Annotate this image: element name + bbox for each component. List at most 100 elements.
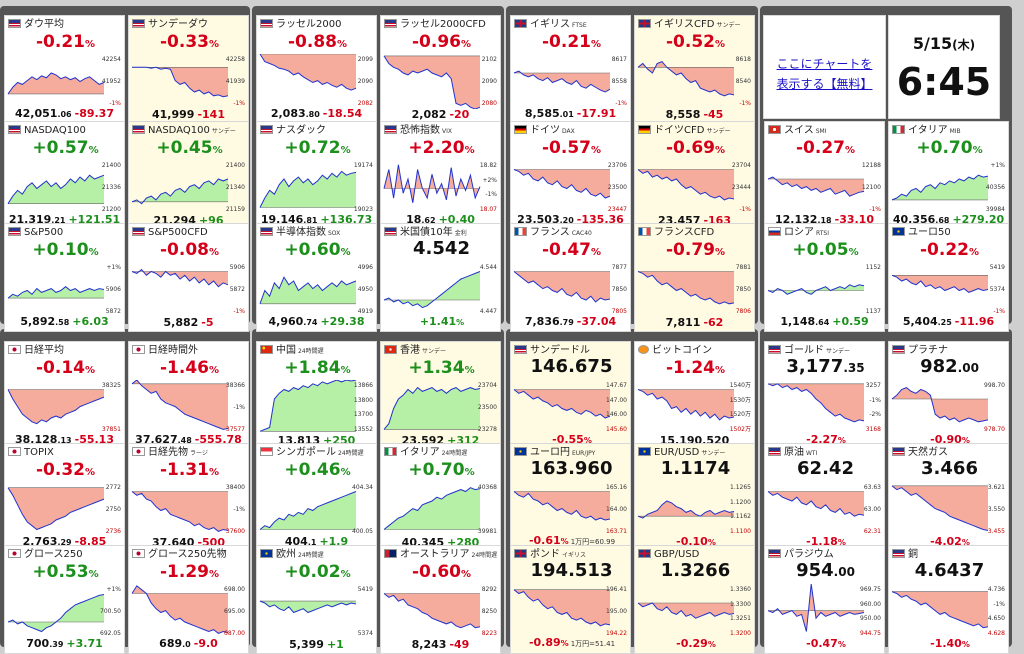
market-tile[interactable]: イギリスCFD サンデー -0.52% 8618 8540 -1% 8,558 -45 [634, 15, 755, 124]
market-tile[interactable]: 半導体指数 SOX +0.60% 4996 4950 4919 4,960.74 +29.38 [256, 223, 377, 332]
market-tile[interactable]: ビットコイン -1.24% 1540万 1530万 1520万 1502万 15,190,5… [634, 341, 755, 450]
market-tile[interactable]: 銅 4.6437 4.736 -1% 4.650 4.628 -1.40% [888, 545, 1009, 654]
sparkline-area [514, 71, 610, 92]
tile-price-int: 23,503 [517, 213, 560, 226]
market-tile[interactable]: EUR/USD サンデー 1.1174 1.1265 1.1200 1.1162 1.110… [634, 443, 755, 552]
tile-axis-label: 37851 [101, 426, 121, 433]
market-tile[interactable]: NASDAQ100 +0.57% 21400 21336 21200 21,319.21 +… [4, 121, 125, 230]
tile-change-unit: % [340, 145, 351, 156]
tile-change-value: -1.29 [159, 562, 209, 582]
tile-footer: -1.18% [765, 535, 884, 549]
sparkline-line [513, 169, 611, 199]
sparkline-area [514, 389, 610, 418]
tile-change: +0.57% [5, 137, 124, 162]
market-tile[interactable]: サンデードル 146.675 147.67 147.00 146.00 145.60 -0.… [510, 341, 631, 450]
market-tile[interactable]: 米国債10年 金利 4.542 4.544 4.447 +1.41% [380, 223, 501, 332]
tile-name: スイス [784, 125, 814, 136]
market-tile[interactable]: 原油 WTI 62.42 63.63 63.00 62.31 -1.18% [764, 443, 885, 552]
market-tile[interactable]: イタリア 24時間遅 +0.70% 40368 39981 40,345 +280 [380, 443, 501, 552]
tile-footer: 37,627.48 -555.78 [129, 433, 248, 447]
market-tile[interactable]: シンガポール 24時間遅 +0.46% 404.34 400.05 404.1 +1.9 [256, 443, 377, 552]
market-tile[interactable]: パラジウム 954.00 969.75 960.00 950.00 944.75 -0.47… [764, 545, 885, 654]
market-tile[interactable]: S&P500 +0.10% +1% 5906 5872 5,892.58 +6.03 [4, 223, 125, 332]
market-tile[interactable]: イタリア MIB +0.70% +1% 40356 39984 40,356.68 +279.… [888, 121, 1009, 230]
market-tile[interactable]: グロース250 +0.53% +1% 700.50 692.05 700.39 +3.71 [4, 545, 125, 654]
tile-axis-label: 39984 [985, 206, 1005, 213]
market-tile[interactable]: オーストラリア 24時間遅 -0.60% 8292 8250 8223 8,243 -49 [380, 545, 501, 654]
tile-change: -0.47% [511, 239, 630, 264]
tile-change-value: -0.55 [552, 433, 584, 446]
market-tile[interactable]: ポンド イギリス 194.513 196.41 195.00 194.22 -0.89% 1万… [510, 545, 631, 654]
market-tile[interactable]: ラッセル2000 -0.88% 2099 2090 2082 2,083.80 -18.54 [256, 15, 377, 124]
tile-footer: 700.39 +3.71 [5, 637, 124, 651]
jp-flag-icon [132, 549, 145, 558]
tile-change: -0.08% [129, 239, 248, 264]
market-tile[interactable]: ダウ平均 -0.21% 42254 41952 -1% 42,051.06 -89.37 [4, 15, 125, 124]
tile-axis-label: +1% [106, 586, 121, 593]
tile-price-int: 1,148 [780, 315, 816, 328]
chart-link-line1[interactable]: ここにチャートを [776, 57, 873, 71]
tile-price-value: 4.6437 [914, 560, 985, 581]
tile-axis-label: 4.447 [479, 308, 497, 315]
market-tile[interactable]: ゴールド サンデー 3,177.35 3257 -1% -2% 3168 -2.27% [764, 341, 885, 450]
market-tile[interactable]: ラッセル2000CFD -0.96% 2102 2090 2080 2,082 -20 [380, 15, 501, 124]
tile-name: 日経時間外 [148, 345, 198, 356]
market-tile[interactable]: 日経先物 ラージ -1.31% 38400 -1% 37600 37,640 -500 [128, 443, 249, 552]
market-tile[interactable]: 中国 24時間遅 +1.84% 13866 13800 13700 13552 13,813 +… [256, 341, 377, 450]
market-tile[interactable]: フランス CAC40 -0.47% 7877 7850 7805 7,836.79 -37.0… [510, 223, 631, 332]
tile-price-dec: .00 [957, 361, 979, 375]
chart-link-line2[interactable]: 表示する【無料】 [776, 77, 873, 91]
tile-sparkline [891, 591, 989, 629]
market-tile[interactable]: S&P500CFD -0.08% 5906 5872 -1% 5,882 -5 [128, 223, 249, 332]
market-tile[interactable]: ユーロ50 -0.22% 5419 5374 -1% 5,404.25 -11.96 [888, 223, 1009, 332]
market-tile[interactable]: GBP/USD 1.3266 1.3360 1.3300 1.3251 1.3200 -0.… [634, 545, 755, 654]
market-tile[interactable]: ドイツ DAX -0.57% 23706 23500 23447 23,503.20 -135… [510, 121, 631, 230]
sparkline-line [259, 600, 357, 614]
market-tile[interactable]: ロシア RTSI +0.05% 1152 1137 1,148.64 +0.59 [764, 223, 885, 332]
tile-price: 1.3266 [635, 560, 754, 582]
tile-name: 中国 [276, 345, 296, 356]
tile-subname: RTSI [816, 230, 829, 237]
tile-subname: FTSE [572, 22, 587, 29]
tile-price-int: 7,811 [665, 316, 701, 329]
tile-axis-label: 39981 [477, 528, 497, 535]
market-tile[interactable]: TOPIX -0.32% 2772 2750 2736 2,763.29 -8.85 [4, 443, 125, 552]
tile-delta: -89.37 [74, 107, 114, 120]
sparkline-line [383, 593, 481, 629]
market-tile[interactable]: フランスCFD -0.79% 7881 7850 7806 7,811 -62 [634, 223, 755, 332]
market-tile[interactable]: 日経平均 -0.14% 38325 37851 38,128.13 -55.13 [4, 341, 125, 450]
market-tile[interactable]: 恐怖指数 VIX +2.20% 18.82 +2% -1% 18.07 18.62 +0.40 [380, 121, 501, 230]
sparkline-area [8, 487, 104, 530]
tile-axis-label: 13552 [353, 426, 373, 433]
tile-change: +0.10% [5, 239, 124, 264]
market-tile[interactable]: サンデーダウ -0.33% 42258 41939 -1% 41,999 -141 [128, 15, 249, 124]
market-tile[interactable]: イギリス FTSE -0.21% 8617 8558 -1% 8,585.01 -17.91 [510, 15, 631, 124]
market-tile[interactable]: ナスダック +0.72% 19174 19023 19,146.81 +136.73 [256, 121, 377, 230]
market-tile[interactable]: グロース250先物 -1.29% 698.00 695.00 687.00 689.0 -9… [128, 545, 249, 654]
tile-axis-label: 2099 [357, 56, 373, 63]
tile-sparkline [637, 61, 735, 97]
tile-price: 4.542 [381, 238, 500, 260]
market-tile[interactable]: プラチナ 982.00 998.70 978.70 -0.90% [888, 341, 1009, 450]
tile-price-int: 5,892 [20, 315, 56, 328]
market-tile[interactable]: ドイツCFD サンデー -0.69% 23704 23444 -1% 23,457 -163 [634, 121, 755, 230]
market-tile[interactable]: スイス SMI -0.27% 12188 12100 -1% 12,132.18 -33.10 [764, 121, 885, 230]
tile-axis-label: 2080 [481, 100, 497, 107]
tile-axis-label: +2% [482, 176, 497, 184]
tile-axis-label: 687.00 [224, 630, 245, 637]
market-tile[interactable]: ユーロ円 EUR/JPY 163.960 165.16 164.00 163.71 -0.6… [510, 443, 631, 552]
market-tile[interactable]: 天然ガス 3.466 3.621 3.550 3.455 -4.02% [888, 443, 1009, 552]
market-tile[interactable]: NASDAQ100 サンデー +0.45% 21400 21340 21159 21,294… [128, 121, 249, 230]
uk-flag-icon [638, 549, 651, 558]
tile-price-int: 4,960 [268, 315, 304, 328]
tile-change-unit: % [714, 39, 726, 50]
tile-name: 米国債10年 [400, 227, 453, 238]
chart-link-tile[interactable]: ここにチャートを 表示する【無料】 [763, 15, 886, 119]
market-tile[interactable]: 香港 サンデー +1.34% 23704 23500 23278 23,592 +312 [380, 341, 501, 450]
tile-axis-label: 692.05 [100, 630, 121, 637]
tile-delta: -8.85 [74, 535, 107, 548]
market-tile[interactable]: 日経時間外 -1.46% 38366 -1% 37577 37,627.48 -555.78 [128, 341, 249, 450]
tile-axis-label: 2090 [357, 78, 373, 85]
tile-footer: -0.90% [889, 433, 1008, 447]
market-tile[interactable]: 欧州 24時間遅 +0.02% 5419 5374 5,399 +1 [256, 545, 377, 654]
